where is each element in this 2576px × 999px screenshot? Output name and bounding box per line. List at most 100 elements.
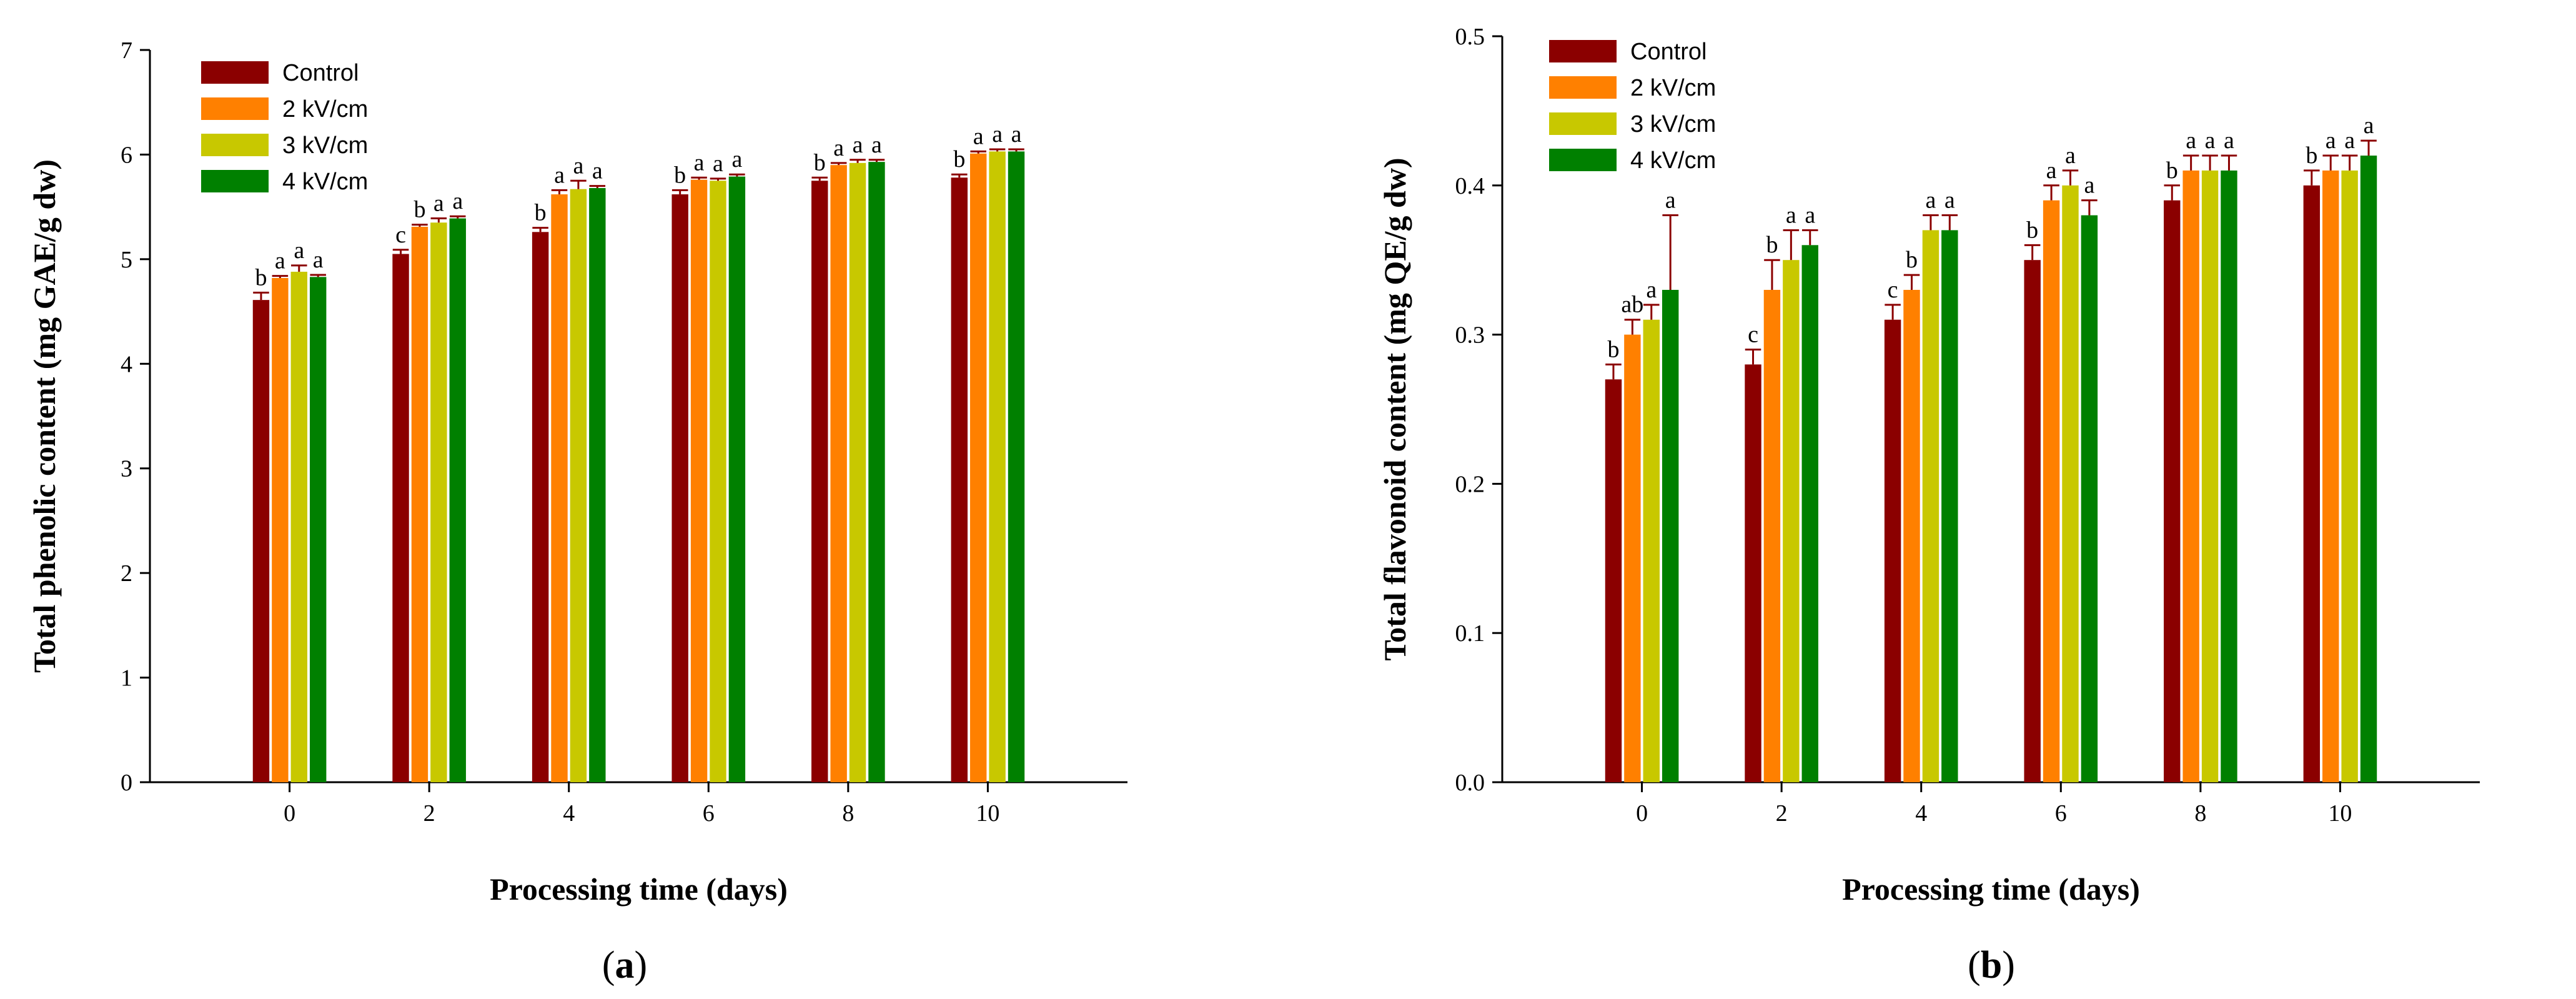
bar-4-kv-cm — [868, 162, 885, 782]
bar-2-kv-cm — [1903, 289, 1920, 783]
significance-letter: a — [554, 162, 565, 188]
bar-3-kv-cm — [989, 151, 1006, 783]
legend-label: Control — [1630, 39, 1707, 65]
significance-letter: a — [853, 132, 863, 158]
panel-label: (a) — [602, 944, 647, 987]
significance-letter: a — [452, 188, 463, 214]
significance-letter: b — [814, 149, 826, 176]
significance-letter: b — [1906, 247, 1918, 273]
y-axis-title: Total flavonoid content (mg QE/g dw) — [1377, 157, 1412, 660]
bar-control — [252, 300, 270, 782]
x-tick-label: 6 — [703, 800, 715, 827]
bar-control — [811, 181, 828, 782]
bar-control — [1745, 364, 1761, 782]
legend-swatch — [1549, 40, 1617, 62]
bar-3-kv-cm — [290, 271, 307, 782]
legend: Control 2 kV/cm 3 kV/cm 4 kV/cm — [1549, 39, 1716, 174]
bar-4-kv-cm — [1941, 230, 1958, 782]
significance-letter: a — [294, 237, 304, 264]
bar-4-kv-cm — [2360, 156, 2377, 783]
bar-2-kv-cm — [2182, 170, 2199, 782]
y-tick-label: 3 — [121, 456, 132, 482]
significance-letter: c — [1748, 321, 1758, 347]
bar-2-kv-cm — [830, 165, 847, 783]
bar-control — [671, 194, 688, 783]
significance-letter: a — [713, 151, 723, 177]
y-tick-label: 1 — [121, 665, 132, 692]
significance-letter: a — [1805, 202, 1815, 228]
significance-letter: a — [992, 121, 1003, 147]
legend-swatch — [201, 97, 269, 120]
x-tick-label: 8 — [842, 800, 854, 827]
x-tick-label: 4 — [563, 800, 575, 827]
significance-letter: a — [1925, 187, 1936, 214]
significance-letter: a — [1944, 187, 1955, 214]
bar-2-kv-cm — [411, 226, 429, 782]
bar-control — [2164, 200, 2181, 782]
significance-letter: a — [1011, 121, 1022, 147]
bar-4-kv-cm — [1801, 245, 1818, 782]
significance-letter: a — [2364, 112, 2374, 139]
bar-2-kv-cm — [690, 179, 708, 782]
bar-3-kv-cm — [2062, 185, 2079, 782]
legend-label: Control — [282, 60, 359, 86]
legend-label: 4 kV/cm — [282, 169, 368, 195]
y-tick-label: 5 — [121, 247, 132, 273]
significance-letter: c — [1888, 277, 1898, 303]
y-tick-label: 0.2 — [1455, 471, 1485, 497]
significance-letter: a — [573, 152, 583, 179]
legend-swatch — [201, 134, 269, 156]
bar-4-kv-cm — [728, 176, 746, 782]
bar-2-kv-cm — [551, 194, 568, 783]
significance-letter: a — [592, 158, 603, 184]
bar-2-kv-cm — [1763, 289, 1781, 783]
significance-letter: b — [1607, 336, 1619, 362]
panel-label: (b) — [1968, 944, 2015, 987]
bar-4-kv-cm — [1008, 151, 1025, 783]
x-tick-label: 10 — [2328, 800, 2352, 827]
significance-letter: a — [731, 146, 742, 172]
y-axis-title: Total phenolic content (mg GAE/g dw) — [27, 159, 62, 673]
bar-2-kv-cm — [2043, 200, 2060, 782]
significance-letter: a — [833, 135, 844, 161]
y-tick-label: 2 — [121, 560, 132, 587]
x-tick-label: 10 — [976, 800, 999, 827]
significance-letter: ab — [1621, 292, 1643, 318]
bar-3-kv-cm — [1922, 230, 1939, 782]
significance-letter: a — [2344, 127, 2355, 154]
x-tick-label: 6 — [2055, 800, 2067, 827]
y-tick-label: 0.5 — [1455, 24, 1485, 50]
panel-letter: b — [1981, 944, 2002, 987]
bar-control — [532, 232, 549, 783]
bar-4-kv-cm — [309, 277, 327, 782]
y-tick-label: 6 — [121, 142, 132, 168]
significance-letter: a — [2205, 127, 2216, 154]
y-tick-label: 0.0 — [1455, 770, 1485, 796]
x-tick-label: 4 — [1915, 800, 1927, 827]
legend-label: 4 kV/cm — [1630, 147, 1716, 174]
bar-3-kv-cm — [570, 189, 587, 782]
significance-letter: b — [535, 200, 547, 226]
significance-letter: a — [973, 123, 984, 149]
y-tick-label: 0.4 — [1455, 173, 1485, 199]
bar-control — [951, 177, 968, 783]
significance-letter: a — [2326, 127, 2336, 154]
legend-label: 2 kV/cm — [282, 96, 368, 122]
significance-letter: a — [2084, 172, 2094, 199]
y-tick-label: 4 — [121, 351, 132, 377]
bar-4-kv-cm — [2221, 170, 2237, 782]
bar-3-kv-cm — [1643, 319, 1660, 783]
significance-letter: b — [953, 146, 965, 172]
bar-control — [2303, 185, 2321, 782]
significance-letter: b — [1766, 232, 1778, 258]
significance-letter: c — [395, 222, 406, 248]
significance-letter: a — [871, 132, 882, 158]
significance-letter: a — [2046, 157, 2057, 184]
bar-control — [2024, 260, 2041, 782]
significance-letter: a — [1646, 277, 1657, 303]
significance-letter: b — [255, 264, 267, 291]
bar-4-kv-cm — [1662, 289, 1679, 783]
legend-swatch — [1549, 112, 1617, 135]
x-axis-title: Processing time (days) — [490, 872, 788, 907]
